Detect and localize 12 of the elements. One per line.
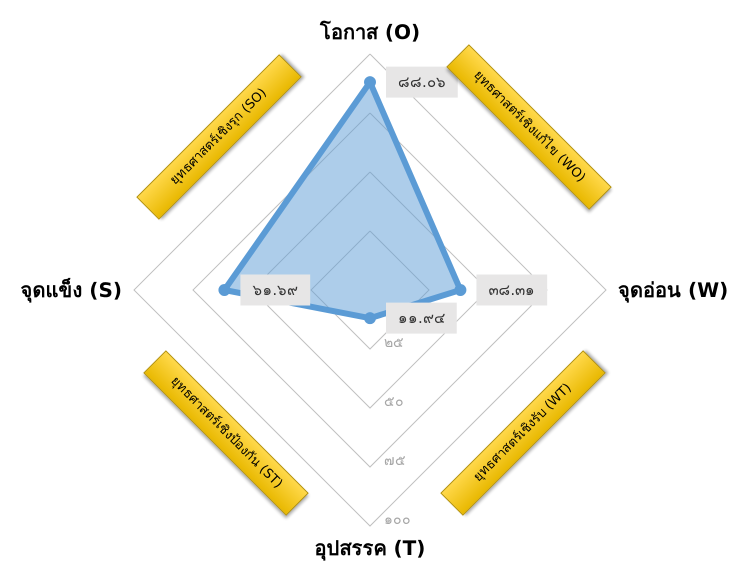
data-label: ๑๑.๙๔ (398, 309, 445, 328)
data-label: ๓๘.๓๑ (488, 281, 536, 299)
y-tick-label: ๑๐๐ (384, 512, 411, 528)
y-tick-label: ๒๕ (384, 335, 404, 351)
spoke-label: จุดแข็ง (S) (20, 277, 122, 303)
data-label: ๖๑.๖๙ (252, 281, 298, 299)
y-tick-label: ๗๕ (384, 453, 406, 469)
y-tick-label: ๕๐ (384, 394, 404, 410)
spoke-label: อุปสรรค (T) (314, 536, 426, 561)
spoke-label: จุดอ่อน (W) (618, 278, 728, 303)
data-label: ๘๘.๐๖ (398, 73, 446, 92)
spoke-label: โอกาส (O) (318, 20, 420, 44)
